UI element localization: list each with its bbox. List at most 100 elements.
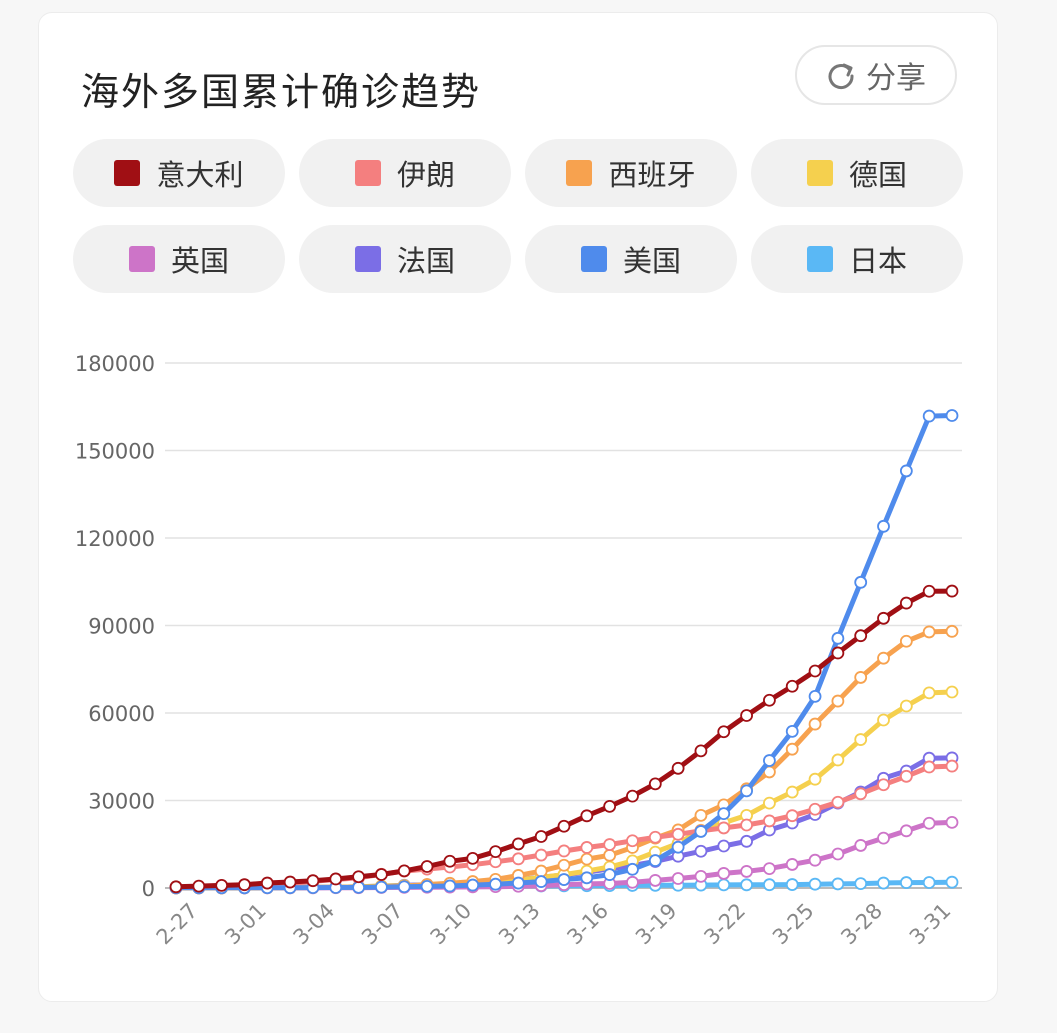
data-point bbox=[899, 876, 913, 889]
data-point bbox=[808, 689, 822, 703]
data-point bbox=[740, 865, 753, 878]
y-tick-label: 150000 bbox=[75, 440, 155, 464]
data-point bbox=[945, 624, 959, 638]
y-tick-label: 120000 bbox=[75, 527, 155, 551]
legend-item-iran[interactable]: 伊朗 bbox=[299, 139, 511, 207]
data-point bbox=[443, 854, 457, 868]
data-point bbox=[831, 753, 845, 767]
data-point bbox=[922, 760, 936, 774]
legend-label: 西班牙 bbox=[608, 158, 696, 192]
data-point bbox=[808, 802, 822, 816]
data-point bbox=[877, 713, 890, 727]
data-point bbox=[397, 880, 411, 894]
y-tick-label: 60000 bbox=[88, 702, 155, 726]
legend-label: 英国 bbox=[170, 244, 229, 278]
data-point bbox=[466, 878, 480, 892]
data-point bbox=[945, 815, 959, 829]
data-point bbox=[717, 867, 731, 880]
data-point bbox=[626, 789, 639, 803]
data-point bbox=[329, 872, 343, 886]
data-point bbox=[922, 625, 936, 639]
legend-item-italy[interactable]: 意大利 bbox=[73, 139, 285, 207]
data-point bbox=[397, 864, 411, 878]
legend-item-germany[interactable]: 德国 bbox=[751, 139, 963, 207]
legend-label: 日本 bbox=[848, 244, 907, 278]
legend-item-spain[interactable]: 西班牙 bbox=[525, 139, 737, 207]
data-point bbox=[831, 877, 845, 891]
legend-swatch bbox=[128, 246, 155, 272]
data-point bbox=[717, 725, 731, 739]
legend-swatch bbox=[806, 246, 833, 272]
data-point bbox=[626, 834, 639, 848]
data-point bbox=[648, 874, 662, 887]
data-point bbox=[192, 879, 206, 893]
data-point bbox=[466, 851, 480, 865]
data-point bbox=[557, 873, 571, 886]
data-point bbox=[945, 685, 959, 699]
data-point bbox=[534, 864, 548, 878]
data-point bbox=[831, 795, 845, 809]
data-point bbox=[854, 839, 868, 852]
data-point bbox=[831, 646, 845, 660]
chart-card: 海外多国累计确诊趋势 分享 意大利 伊朗 西班牙 德国 英国 法国 美国 日本 bbox=[38, 12, 998, 1002]
data-point bbox=[922, 584, 936, 598]
data-point bbox=[785, 809, 799, 823]
x-tick-label: 3-10 bbox=[426, 899, 477, 950]
data-point bbox=[831, 694, 845, 708]
x-tick-label: 3-07 bbox=[357, 899, 408, 950]
data-point bbox=[671, 872, 685, 885]
x-tick-label: 3-31 bbox=[905, 899, 956, 950]
data-point bbox=[831, 847, 845, 861]
data-point bbox=[420, 879, 434, 893]
data-point bbox=[694, 808, 708, 822]
data-point bbox=[580, 809, 594, 823]
data-point bbox=[877, 876, 890, 890]
data-point bbox=[352, 880, 365, 894]
data-point bbox=[854, 575, 868, 589]
x-tick-label: 2-27 bbox=[152, 899, 203, 950]
data-point bbox=[671, 827, 685, 841]
legend-swatch bbox=[566, 160, 593, 186]
legend-item-usa[interactable]: 美国 bbox=[525, 225, 737, 293]
refresh-share-icon bbox=[828, 63, 854, 90]
legend-item-uk[interactable]: 英国 bbox=[73, 225, 285, 293]
data-point bbox=[557, 844, 571, 858]
data-point bbox=[785, 679, 799, 693]
data-point bbox=[420, 860, 434, 873]
data-point bbox=[740, 709, 753, 722]
legend-swatch bbox=[806, 160, 833, 186]
data-point bbox=[534, 875, 548, 888]
legend-item-japan[interactable]: 日本 bbox=[751, 225, 963, 293]
data-point bbox=[854, 671, 868, 684]
legend-swatch bbox=[114, 160, 141, 186]
legend-item-france[interactable]: 法国 bbox=[299, 225, 511, 293]
data-point bbox=[785, 742, 799, 756]
data-point bbox=[785, 785, 799, 799]
data-point bbox=[763, 796, 776, 810]
data-point bbox=[648, 777, 662, 791]
data-point bbox=[831, 631, 845, 645]
data-point bbox=[945, 409, 959, 422]
data-point bbox=[854, 629, 868, 643]
data-point bbox=[375, 880, 388, 894]
data-point bbox=[945, 759, 959, 773]
legend-swatch bbox=[354, 246, 381, 272]
data-point bbox=[740, 878, 753, 892]
data-point bbox=[260, 876, 274, 890]
share-label: 分享 bbox=[866, 61, 926, 96]
x-tick-label: 3-22 bbox=[699, 899, 750, 950]
data-point bbox=[671, 840, 685, 854]
data-point bbox=[808, 772, 822, 786]
data-point bbox=[557, 819, 571, 833]
data-point bbox=[694, 844, 708, 858]
data-point bbox=[763, 814, 776, 828]
data-point bbox=[626, 862, 639, 876]
data-point bbox=[877, 778, 890, 792]
data-point bbox=[169, 880, 183, 894]
data-point bbox=[717, 839, 731, 853]
data-point bbox=[922, 409, 936, 423]
data-point bbox=[854, 733, 868, 746]
legend-label: 意大利 bbox=[156, 158, 244, 192]
share-button[interactable]: 分享 bbox=[795, 45, 957, 105]
